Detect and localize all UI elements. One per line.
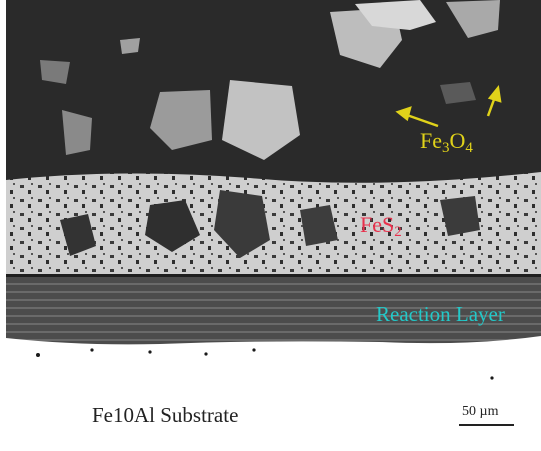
fe3o4-label-sub1: 3 bbox=[442, 140, 450, 156]
sulfide-layer bbox=[6, 172, 541, 275]
fe3o4-label-fe: Fe bbox=[420, 128, 442, 153]
scale-bar bbox=[459, 424, 514, 426]
fe3o4-arrows bbox=[395, 84, 502, 128]
scale-bar-label: 50 µm bbox=[462, 404, 499, 419]
reaction-layer bbox=[6, 277, 541, 345]
substrate-label: Fe10Al Substrate bbox=[92, 403, 239, 427]
reaction-layer-label: Reaction Layer bbox=[376, 302, 505, 326]
oxide-layer bbox=[6, 0, 541, 184]
fes2-label-base: FeS bbox=[360, 212, 395, 237]
fe3o4-label-o: O bbox=[449, 128, 466, 153]
fe3o4-label: Fe3O4 bbox=[420, 130, 473, 156]
fes2-label: FeS2 bbox=[360, 214, 402, 240]
fes2-label-sub: 2 bbox=[394, 224, 402, 240]
substrate-dots bbox=[36, 348, 494, 380]
fe3o4-label-sub2: 4 bbox=[465, 140, 473, 156]
layer-boundary bbox=[6, 274, 541, 277]
